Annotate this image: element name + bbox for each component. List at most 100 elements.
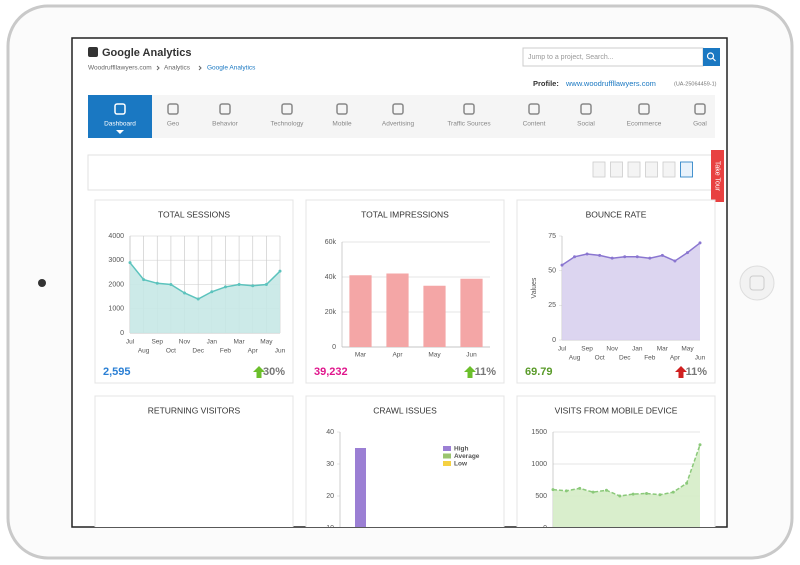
bar: [386, 273, 409, 347]
nav-item[interactable]: Content: [523, 121, 546, 128]
point: [560, 263, 564, 267]
point: [251, 284, 255, 288]
toolbar-icon: [680, 161, 693, 178]
nav-item[interactable]: Advertising: [382, 121, 415, 128]
nav-icon: [580, 103, 592, 115]
nav-item[interactable]: Technology: [271, 121, 305, 128]
nav-icon: [167, 103, 179, 115]
nav-icon: [336, 103, 348, 115]
point: [591, 490, 595, 494]
breadcrumb[interactable]: Woodruffllawyers.com: [88, 65, 152, 72]
x-tick-label: May: [260, 339, 273, 346]
take-tour-tab[interactable]: [711, 150, 724, 202]
x-tick-label: Mar: [657, 346, 669, 353]
panel: [305, 395, 505, 527]
search-icon: [706, 52, 715, 60]
toolbar-icon: [645, 161, 658, 178]
y-tick-label: 40k: [325, 274, 337, 281]
y-tick-label: 0: [552, 337, 556, 344]
y-tick-label: 3000: [108, 257, 124, 264]
nav-item[interactable]: Ecommerce: [627, 121, 662, 128]
panel-title: TOTAL SESSIONS: [158, 209, 230, 219]
point: [658, 493, 662, 497]
y-tick-label: 25: [548, 302, 556, 309]
nav-bar: [88, 95, 715, 138]
line: [561, 242, 701, 266]
y-tick-label: 20k: [325, 309, 337, 316]
point: [631, 492, 635, 496]
nav-item[interactable]: Dashboard: [104, 121, 136, 128]
nav-icon: [114, 103, 126, 115]
breadcrumb[interactable]: Analytics: [164, 65, 191, 72]
line: [129, 262, 281, 300]
x-tick-label: Feb: [220, 348, 232, 355]
point: [573, 255, 577, 259]
area: [553, 444, 700, 527]
home-button[interactable]: [739, 265, 775, 301]
y-axis-label: Values: [531, 277, 538, 298]
app-title: Google Analytics: [102, 47, 191, 59]
point: [223, 285, 227, 289]
nav-icon: [528, 103, 540, 115]
trend-arrow: [464, 366, 476, 378]
y-tick-label: 4000: [108, 233, 124, 240]
point: [618, 494, 622, 498]
search-icon: [712, 57, 716, 62]
panel-change: 30%: [263, 366, 285, 378]
y-tick-label: 40: [326, 429, 334, 436]
y-tick-label: 1000: [531, 461, 547, 468]
x-tick-label: Oct: [595, 355, 605, 362]
y-tick-label: 30: [326, 461, 334, 468]
point: [142, 278, 146, 282]
nav-item[interactable]: Goal: [693, 121, 707, 128]
x-tick-label: Dec: [619, 355, 631, 362]
breadcrumb[interactable]: Google Analytics: [207, 65, 256, 72]
panel-title: CRAWL ISSUES: [373, 405, 437, 415]
x-tick-label: Jun: [466, 352, 477, 359]
nav-icon: [463, 103, 475, 115]
y-tick-label: 60k: [325, 239, 337, 246]
nav-icon: [392, 103, 404, 115]
panel-change: 11%: [475, 366, 497, 378]
y-tick-label: 2000: [108, 281, 124, 288]
camera: [38, 279, 46, 287]
x-tick-label: Nov: [606, 346, 618, 353]
profile-site[interactable]: www.woodruffllawyers.com: [565, 79, 656, 88]
point: [610, 256, 614, 260]
y-tick-label: 50: [548, 268, 556, 275]
trend-arrow: [253, 366, 265, 378]
separator: [198, 65, 202, 71]
nav-item[interactable]: Mobile: [332, 121, 352, 128]
nav-icon: [638, 103, 650, 115]
legend-swatch: [443, 461, 451, 466]
x-tick-label: Sep: [151, 339, 163, 346]
nav-item[interactable]: Social: [577, 121, 595, 128]
point: [169, 283, 173, 286]
nav-item[interactable]: Geo: [167, 121, 180, 128]
point: [604, 488, 608, 492]
y-tick-label: 1000: [108, 306, 124, 313]
point: [648, 256, 652, 260]
x-tick-label: Dec: [192, 348, 204, 355]
area: [130, 262, 280, 333]
toolbar-icon: [627, 161, 641, 178]
nav-item[interactable]: Behavior: [212, 121, 238, 128]
y-tick-label: 0: [120, 330, 124, 337]
x-tick-label: Jun: [275, 348, 286, 355]
screen-content: Google Analytics Woodruffllawyers.com An…: [87, 47, 724, 532]
nav-item[interactable]: Traffic Sources: [447, 121, 491, 128]
x-tick-label: Feb: [644, 355, 656, 362]
toolbar-icon: [610, 161, 623, 178]
point: [673, 259, 677, 263]
toolbar-icon: [592, 161, 606, 178]
legend-label: High: [454, 446, 468, 453]
line: [552, 444, 701, 497]
nav-icon: [694, 103, 706, 115]
x-tick-label: Jul: [558, 346, 567, 353]
y-tick-label: 10: [326, 525, 334, 532]
bar: [423, 285, 446, 347]
search-button[interactable]: [703, 48, 720, 66]
point: [564, 489, 568, 493]
x-tick-label: Jan: [632, 346, 643, 353]
